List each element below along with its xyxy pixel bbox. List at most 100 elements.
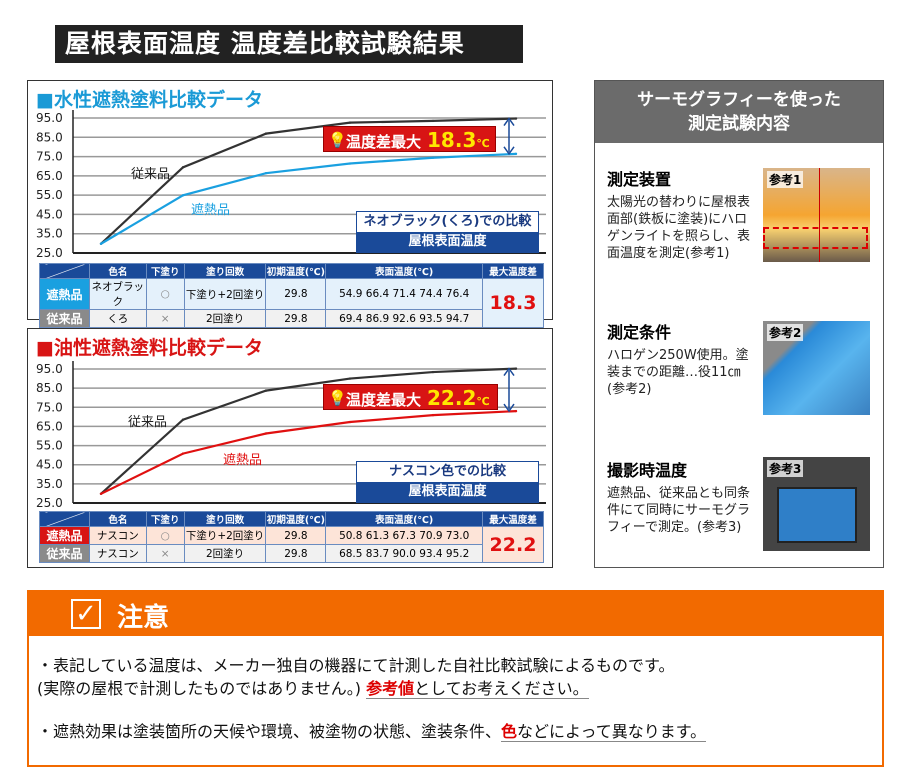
ref-label: 参考3 — [767, 460, 804, 477]
thermo-title-1: サーモグラフィーを使った — [637, 90, 841, 110]
reference-photo-1: 参考1 — [763, 168, 870, 262]
y-tick-label: 25.0 — [36, 496, 63, 509]
y-tick-label: 85.0 — [36, 381, 63, 395]
callout-label: 温度差最大 — [346, 133, 422, 151]
cell-primer: × — [145, 309, 185, 328]
ref-label: 参考1 — [767, 171, 804, 188]
notice-emphasis: 色 — [501, 722, 518, 741]
callout-unit: ℃ — [476, 395, 490, 408]
series-label-heat-shield: 遮熱品 — [223, 453, 263, 468]
column-header: 塗り回数 — [183, 511, 267, 527]
corner-cell — [39, 263, 90, 279]
cell-primer: × — [145, 544, 185, 563]
thermo-title-2: 測定試験内容 — [688, 114, 790, 134]
cell-surface: 54.9 66.4 71.4 74.4 76.4 — [325, 278, 483, 310]
data-point — [348, 121, 352, 124]
data-point — [431, 370, 435, 374]
column-header: 初期温度(℃) — [265, 511, 327, 527]
table-row: 従来品 ナスコン × 2回塗り 29.8 68.5 83.7 90.0 93.4 95.2 — [39, 544, 544, 563]
cell-max-diff: 18.3 — [482, 278, 544, 328]
callout-value: 18.3 — [427, 128, 477, 152]
data-point — [348, 420, 352, 424]
checkbox-icon: ✓ — [71, 599, 101, 629]
data-point — [181, 194, 185, 197]
data-point — [514, 409, 518, 413]
chart-title: ■水性遮熱塗料比較データ — [36, 89, 263, 111]
y-tick-label: 65.0 — [36, 169, 63, 183]
y-tick-label: 85.0 — [36, 130, 63, 144]
section-heading: 撮影時温度 — [607, 461, 688, 480]
column-header: 表面温度(℃) — [325, 511, 483, 527]
section-heading: 測定条件 — [607, 323, 672, 342]
y-tick-label: 55.0 — [36, 188, 63, 202]
row-label: 遮熱品 — [39, 526, 90, 545]
section-shooting: 撮影時温度 遮熱品、従来品とも同条件にて同時にサーモグラフィーで測定。(参考3) — [607, 457, 757, 536]
callout-label: 温度差最大 — [346, 391, 422, 409]
section-device: 測定装置太陽光の替わりに屋根表面部(鉄板に塗装)にハロゲンライトを照らし、表面温… — [607, 166, 757, 262]
section-heading: 測定装置 — [607, 170, 672, 189]
y-tick-label: 95.0 — [36, 362, 63, 376]
series-label-conventional: 従来品 — [131, 167, 171, 182]
data-point — [348, 377, 352, 380]
lightbulb-icon: 💡 — [328, 131, 347, 149]
y-tick-label: 45.0 — [36, 458, 63, 472]
arrow-heads — [503, 117, 515, 156]
notice-text: としてお考えください。 — [414, 679, 589, 698]
max-difference-callout: 💡 温度差最大 18.3℃ — [323, 126, 496, 152]
series-label-conventional: 従来品 — [128, 415, 168, 430]
cell-coats: 下塗り+2回塗り — [183, 526, 267, 545]
data-point — [264, 389, 268, 392]
y-tick-label: 65.0 — [36, 419, 63, 433]
column-header: 色名 — [88, 511, 147, 527]
callout-value: 22.2 — [427, 386, 477, 410]
y-tick-label: 25.0 — [36, 246, 63, 260]
table-row: 遮熱品 ネオブラック ○ 下塗り+2回塗り 29.8 54.9 66.4 71.4 74.… — [39, 278, 544, 328]
column-header: 色名 — [88, 263, 147, 279]
column-header: 下塗り — [145, 263, 185, 279]
series-line-heat-shield — [100, 152, 517, 245]
column-header: 最大温度差 — [482, 511, 544, 527]
oil-chart-panel: ■油性遮熱塗料比較データ 95.0 85.0 75.0 65.0 55.0 45.0 35.0… — [27, 328, 553, 568]
thermo-header: サーモグラフィーを使った 測定試験内容 — [595, 81, 883, 143]
cell-initial: 29.8 — [265, 526, 327, 545]
y-tick-label: 75.0 — [36, 400, 63, 414]
row-label: 従来品 — [39, 544, 90, 563]
notice-text: などによって異なります。 — [517, 722, 707, 741]
lightbulb-icon: 💡 — [328, 389, 347, 407]
data-point — [264, 171, 268, 175]
notice-box: ✓ 注意 ・表記している温度は、メーカー独自の機器にて計測した自社比較試験によるも… — [27, 590, 884, 767]
table-row: 遮熱品 ナスコン ○ 下塗り+2回塗り 29.8 50.8 61.3 67.3 70.9 … — [39, 526, 544, 563]
cell-coats: 2回塗り — [183, 544, 267, 563]
results-table: 色名 下塗り 塗り回数 初期温度(℃) 表面温度(℃) 最大温度差 遮熱品 ナスコン ○ 下塗り… — [39, 511, 544, 563]
comparison-subtitle: 屋根表面温度 — [357, 482, 538, 502]
cell-initial: 29.8 — [265, 544, 327, 563]
results-table: 色名 下塗り 塗り回数 初期温度(℃) 表面温度(℃) 最大温度差 遮熱品 ネオブラック ○ 下… — [39, 263, 544, 328]
row-label: 遮熱品 — [39, 278, 90, 310]
cell-surface: 68.5 83.7 90.0 93.4 95.2 — [325, 544, 483, 563]
section-text: 太陽光の替わりに屋根表面部(鉄板に塗装)にハロゲンライトを照らし、表面温度を測定… — [607, 195, 751, 261]
column-header: 表面温度(℃) — [325, 263, 483, 279]
page-banner: 屋根表面温度 温度差比較試験結果 — [55, 25, 523, 63]
data-point — [348, 162, 352, 165]
section-conditions: 測定条件 ハロゲン250W使用。塗装までの距離…役11㎝(参考2) — [607, 319, 757, 398]
series-line-conventional — [100, 367, 517, 495]
notice-line-2: (実際の屋根で計測したものではありません。) 参考値としてお考えください。 — [37, 675, 589, 699]
water-chart-panel: ■水性遮熱塗料比較データ 95.0 85.0 75.0 65.0 55.0 45.0 35.0… — [27, 80, 553, 328]
data-point — [181, 166, 185, 169]
column-header: 初期温度(℃) — [265, 263, 327, 279]
reference-photo-3: 参考3 — [763, 457, 870, 551]
series-line-heat-shield — [100, 410, 517, 495]
cell-surface: 69.4 86.9 92.6 93.5 94.7 — [325, 309, 483, 328]
cell-primer: ○ — [145, 278, 185, 310]
table-row: 従来品 くろ × 2回塗り 29.8 69.4 86.9 92.6 93.5 94.7 — [39, 309, 544, 328]
thermography-panel: サーモグラフィーを使った 測定試験内容 測定装置太陽光の替わりに屋根表面部(鉄板… — [594, 80, 884, 568]
comparison-label: ナスコン色での比較屋根表面温度 — [356, 461, 539, 503]
notice-line-3: ・遮熱効果は塗装箇所の天候や環境、被塗物の状態、塗装条件、色などによって異なりま… — [37, 718, 707, 742]
notice-text: (実際の屋根で計測したものではありません。) — [37, 679, 367, 698]
data-point — [99, 242, 103, 245]
y-tick-label: 35.0 — [36, 227, 63, 241]
comparison-title: ナスコン色での比較 — [388, 464, 506, 479]
callout-unit: ℃ — [476, 137, 490, 150]
notice-title: 注意 — [117, 603, 170, 633]
data-point — [181, 452, 185, 455]
